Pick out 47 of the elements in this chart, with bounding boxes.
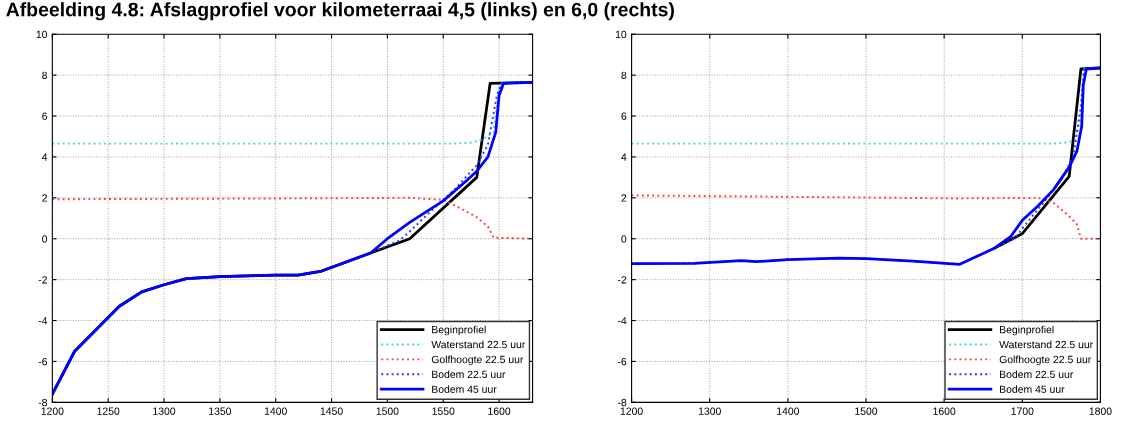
legend-label: Bodem 22.5 uur xyxy=(432,370,506,379)
y-tick-label: 2 xyxy=(42,194,47,202)
x-tick-label: 1200 xyxy=(620,407,643,415)
y-tick-label: 4 xyxy=(621,153,627,161)
legend-label: Beginprofiel xyxy=(432,325,486,336)
legend-label: Waterstand 22.5 uur xyxy=(999,340,1093,349)
x-tick-label: 1250 xyxy=(97,407,120,415)
x-tick-label: 1800 xyxy=(1089,407,1112,415)
x-tick-label: 1600 xyxy=(488,407,511,415)
legend-label: Waterstand 22.5 uur xyxy=(431,340,526,349)
y-tick-label: 8 xyxy=(42,71,48,80)
x-tick-label: 1350 xyxy=(209,407,232,415)
y-tick-label: 6 xyxy=(42,112,48,120)
legend-label: Beginprofiel xyxy=(1000,325,1054,336)
y-tick-label: 4 xyxy=(41,153,48,161)
legend-label: Bodem 45 uur xyxy=(432,385,497,393)
x-tick-label: 1500 xyxy=(376,407,399,415)
y-tick-label: -6 xyxy=(38,357,48,366)
y-tick-label: 2 xyxy=(621,194,627,202)
y-tick-label: -4 xyxy=(617,317,627,325)
y-tick-label: -2 xyxy=(38,276,47,284)
x-tick-label: 1600 xyxy=(933,407,956,415)
y-tick-label: 10 xyxy=(615,30,627,39)
x-tick-label: 1700 xyxy=(1011,407,1034,415)
y-tick-label: 6 xyxy=(621,112,627,120)
x-tick-label: 1300 xyxy=(153,407,176,415)
x-tick-label: 1300 xyxy=(698,407,721,415)
x-tick-label: 1400 xyxy=(777,407,800,415)
y-tick-label: -6 xyxy=(617,357,627,366)
legend-label: Bodem 22.5 uur xyxy=(1000,370,1074,379)
y-tick-label: 0 xyxy=(42,235,48,243)
y-tick-label: 0 xyxy=(621,235,627,243)
legend-label: Bodem 45 uur xyxy=(1000,385,1065,393)
x-tick-label: 1200 xyxy=(41,407,64,415)
x-tick-label: 1500 xyxy=(855,407,878,415)
chart-title: Afbeelding 4.8: Afslagprofiel voor kilometerraai 4,5 (links) en 6,0 (rechts) xyxy=(6,2,674,21)
y-tick-label: -4 xyxy=(38,317,48,325)
legend-label: Golfhoogte 22.5 uur xyxy=(431,355,524,366)
y-tick-label: -2 xyxy=(617,276,627,284)
y-tick-label: -8 xyxy=(617,398,627,407)
x-tick-label: 1450 xyxy=(320,407,343,415)
y-tick-label: -8 xyxy=(38,398,48,407)
y-tick-label: 8 xyxy=(621,71,627,80)
legend-label: Golfhoogte 22.5 uur xyxy=(999,355,1092,366)
x-tick-label: 1550 xyxy=(432,407,455,415)
x-tick-label: 1400 xyxy=(264,407,287,415)
y-tick-label: 10 xyxy=(36,30,48,39)
